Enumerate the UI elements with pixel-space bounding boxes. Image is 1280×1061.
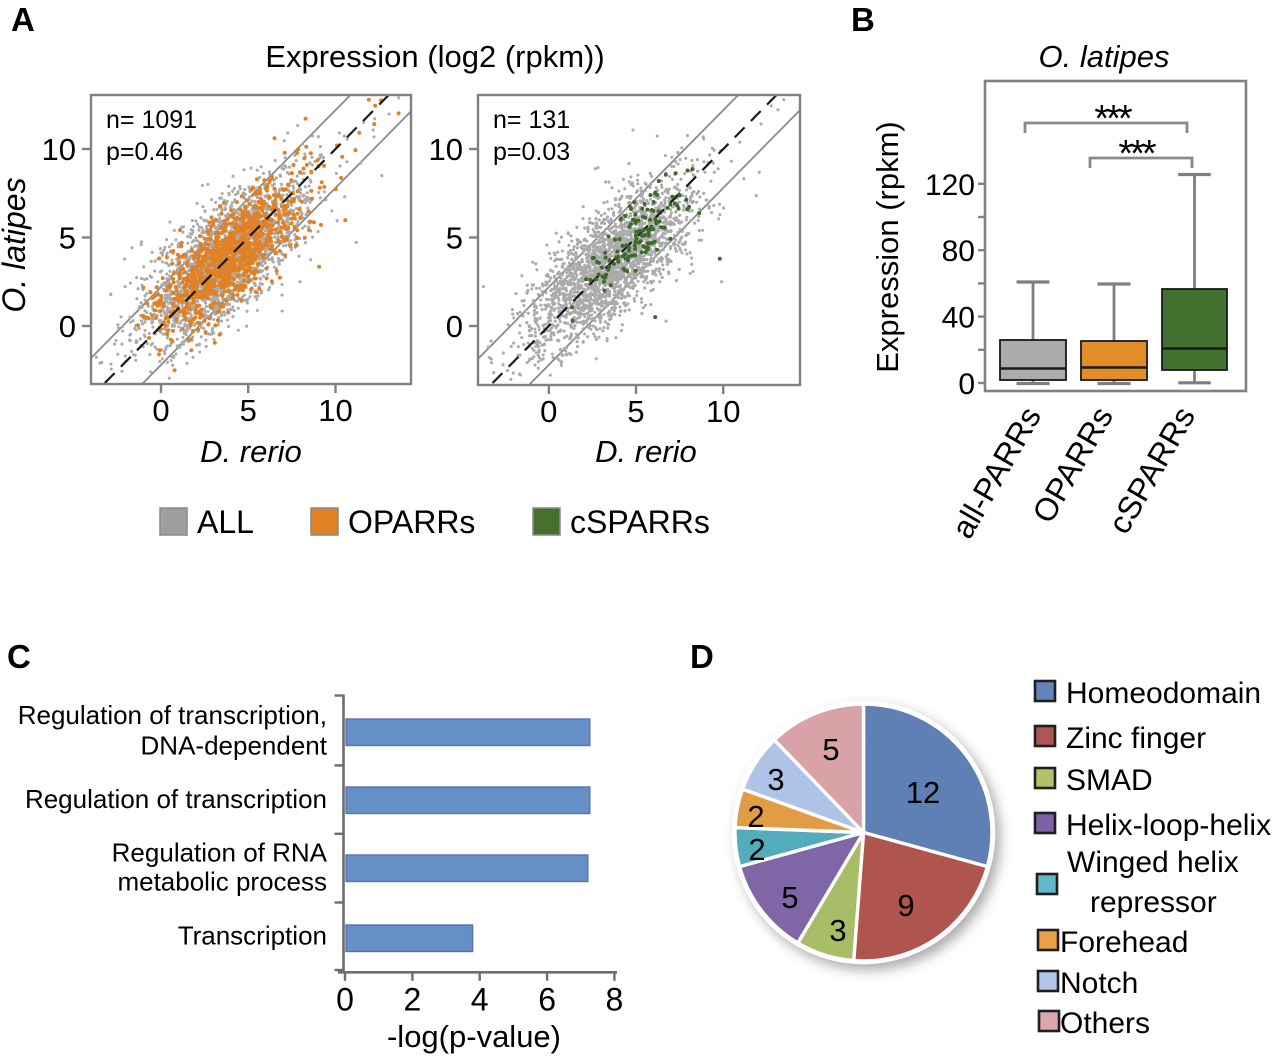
svg-text:Helix-loop-helix: Helix-loop-helix: [1066, 809, 1271, 842]
svg-text:4: 4: [471, 982, 489, 1018]
svg-text:D. rerio: D. rerio: [200, 434, 302, 469]
svg-text:metabolic process: metabolic process: [117, 867, 327, 897]
svg-text:5: 5: [627, 394, 644, 429]
svg-text:Regulation of RNA: Regulation of RNA: [112, 838, 328, 868]
svg-text:3: 3: [767, 762, 784, 797]
svg-text:5: 5: [240, 393, 257, 428]
svg-text:80: 80: [942, 235, 975, 268]
svg-text:5: 5: [822, 732, 839, 767]
svg-text:120: 120: [925, 169, 975, 202]
svg-text:Notch: Notch: [1060, 967, 1138, 1000]
svg-text:5: 5: [781, 880, 798, 915]
svg-text:D: D: [690, 638, 714, 675]
svg-text:-log(p-value): -log(p-value): [387, 1019, 561, 1054]
svg-text:D. rerio: D. rerio: [595, 434, 697, 469]
svg-text:0: 0: [336, 982, 354, 1018]
svg-text:2: 2: [747, 799, 764, 834]
svg-text:OPARRs: OPARRs: [348, 504, 475, 540]
svg-text:DNA-dependent: DNA-dependent: [141, 731, 328, 761]
svg-text:5: 5: [446, 221, 463, 256]
svg-text:p=0.46: p=0.46: [106, 138, 183, 166]
svg-text:2: 2: [748, 832, 765, 867]
svg-text:O. latipes: O. latipes: [0, 177, 32, 312]
svg-text:10: 10: [706, 394, 740, 429]
svg-text:n= 131: n= 131: [493, 106, 570, 134]
svg-text:Transcription: Transcription: [178, 921, 327, 951]
svg-text:12: 12: [906, 775, 940, 810]
svg-text:Winged helix: Winged helix: [1067, 846, 1239, 879]
svg-text:0: 0: [958, 368, 975, 401]
svg-text:Homeodomain: Homeodomain: [1066, 677, 1261, 710]
svg-text:p=0.03: p=0.03: [493, 138, 570, 166]
svg-text:0: 0: [540, 394, 557, 429]
svg-text:***: ***: [1094, 98, 1133, 140]
svg-text:Regulation of transcription: Regulation of transcription: [25, 784, 327, 814]
svg-text:repressor: repressor: [1090, 886, 1217, 919]
svg-text:ALL: ALL: [197, 504, 254, 540]
svg-text:6: 6: [538, 982, 556, 1018]
svg-text:Others: Others: [1060, 1007, 1150, 1040]
svg-text:40: 40: [942, 302, 975, 335]
svg-text:0: 0: [152, 393, 169, 428]
svg-text:cSPARRs: cSPARRs: [570, 504, 710, 540]
svg-text:B: B: [851, 1, 875, 38]
svg-text:Zinc finger: Zinc finger: [1066, 722, 1206, 755]
svg-text:SMAD: SMAD: [1066, 764, 1153, 797]
svg-text:8: 8: [606, 982, 624, 1018]
svg-text:A: A: [11, 1, 35, 38]
svg-text:Expression (log2 (rpkm)): Expression (log2 (rpkm)): [265, 39, 604, 74]
svg-text:2: 2: [404, 982, 422, 1018]
svg-text:O. latipes: O. latipes: [1039, 39, 1170, 74]
svg-text:5: 5: [59, 221, 76, 256]
svg-text:10: 10: [42, 132, 76, 167]
svg-text:9: 9: [897, 888, 914, 923]
svg-text:Expression (rpkm): Expression (rpkm): [870, 121, 905, 373]
svg-text:0: 0: [59, 309, 76, 344]
svg-text:C: C: [7, 638, 31, 675]
svg-text:n= 1091: n= 1091: [106, 106, 197, 134]
svg-text:3: 3: [829, 913, 846, 948]
svg-text:Regulation of transcription,: Regulation of transcription,: [18, 700, 327, 730]
svg-text:10: 10: [318, 393, 352, 428]
svg-text:***: ***: [1118, 133, 1157, 175]
svg-text:0: 0: [446, 309, 463, 344]
svg-text:10: 10: [429, 132, 463, 167]
svg-text:Forehead: Forehead: [1060, 926, 1188, 959]
